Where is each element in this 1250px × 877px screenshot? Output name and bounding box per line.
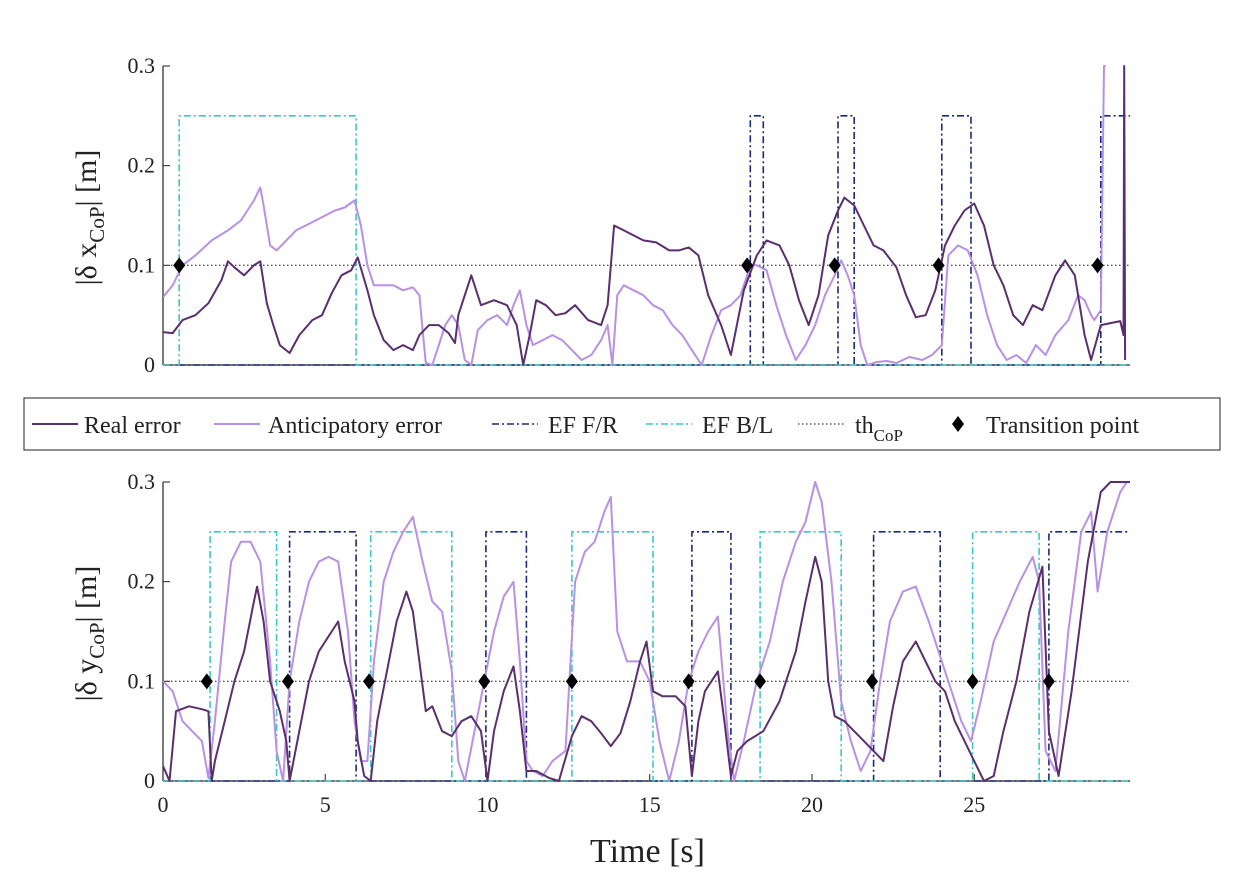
- transition-point-marker: [932, 257, 945, 274]
- x-axis-title: Time [s]: [590, 833, 705, 870]
- x-tick-label: 0: [158, 792, 169, 817]
- legend-label-main: EF B/L: [702, 413, 773, 439]
- legend-label-main: EF F/R: [548, 413, 618, 439]
- legend-label-main: Transition point: [986, 413, 1139, 439]
- x-tick-label: 20: [801, 792, 823, 817]
- legend-label-sub: CoP: [874, 426, 903, 445]
- x-tick-label: 5: [320, 792, 331, 817]
- legend-item-5: thCoP: [798, 413, 903, 445]
- y-tick-label: 0: [144, 768, 155, 793]
- series-ef-f-r: [163, 531, 1130, 782]
- legend: Real error Anticipatory error EF F/R EF B/L…: [23, 397, 1221, 451]
- y-tick-label: 0.3: [128, 53, 156, 78]
- y-axis-title-main: |δ y: [70, 659, 103, 702]
- transition-point-marker: [1091, 257, 1104, 274]
- series-anticipatory-error: [163, 481, 1130, 782]
- legend-item-1: Real error: [32, 413, 181, 439]
- transition-point-marker: [200, 673, 213, 690]
- legend-label-main: Anticipatory error: [268, 413, 442, 439]
- series-ef-b-l: [163, 115, 1130, 366]
- legend-item-3: EF F/R: [492, 413, 618, 439]
- series-real-error: [163, 65, 1127, 366]
- y-tick-label: 0: [144, 352, 155, 377]
- transition-point-marker: [478, 673, 491, 690]
- transition-point-marker: [1042, 673, 1055, 690]
- legend-item-2: Anticipatory error: [214, 413, 442, 439]
- y-axis-title: |δ yCoP| [m]: [70, 566, 109, 702]
- transition-point-marker: [682, 673, 695, 690]
- transition-point-marker: [741, 257, 754, 274]
- legend-label-main: th: [855, 413, 874, 439]
- y-axis-title-sub: CoP: [85, 206, 109, 242]
- y-tick-label: 0.2: [128, 153, 156, 178]
- y-axis-title-main: |δ x: [70, 243, 103, 286]
- legend-item-6: Transition point: [952, 413, 1139, 439]
- transition-point-marker: [754, 673, 767, 690]
- transition-point-marker: [565, 673, 578, 690]
- legend-label: Real error: [84, 413, 181, 439]
- y-tick-label: 0.1: [128, 668, 156, 693]
- x-tick-label: 10: [476, 792, 498, 817]
- x-tick-label: 15: [639, 792, 661, 817]
- x-tick-label: 25: [963, 792, 985, 817]
- y-tick-label: 0.1: [128, 252, 156, 277]
- legend-label: EF F/R: [548, 413, 618, 439]
- legend-label: Transition point: [986, 413, 1139, 439]
- legend-diamond-marker: [952, 416, 964, 432]
- transition-point-marker: [866, 673, 879, 690]
- legend-label: EF B/L: [702, 413, 773, 439]
- series-real-error: [163, 481, 1130, 782]
- series-anticipatory-error: [163, 65, 1106, 366]
- y-axis-title-end: | [m]: [70, 566, 103, 623]
- panel-bottom: 0 0.1 0.2 0.3 0 5 10 15 20 25 Time [s] |δ yCoP| [m]: [70, 469, 1130, 870]
- transition-point-marker: [173, 257, 186, 274]
- series-ef-f-r: [163, 115, 1130, 366]
- legend-label: Anticipatory error: [268, 413, 442, 439]
- transition-point-marker: [363, 673, 376, 690]
- y-axis-title: |δ xCoP| [m]: [70, 150, 109, 286]
- y-axis-title-end: | [m]: [70, 150, 103, 207]
- y-tick-label: 0.2: [128, 569, 156, 594]
- series-ef-b-l: [163, 531, 1130, 782]
- panel-top: 0 0.1 0.2 0.3 |δ xCoP| [m]: [70, 53, 1130, 377]
- legend-item-4: EF B/L: [646, 413, 773, 439]
- y-tick-label: 0.3: [128, 469, 156, 494]
- y-axis-title-sub: CoP: [85, 622, 109, 658]
- transition-point-marker: [966, 673, 979, 690]
- legend-label-main: Real error: [84, 413, 181, 439]
- transition-point-marker: [828, 257, 841, 274]
- transition-point-marker: [281, 673, 294, 690]
- legend-label: thCoP: [855, 413, 903, 445]
